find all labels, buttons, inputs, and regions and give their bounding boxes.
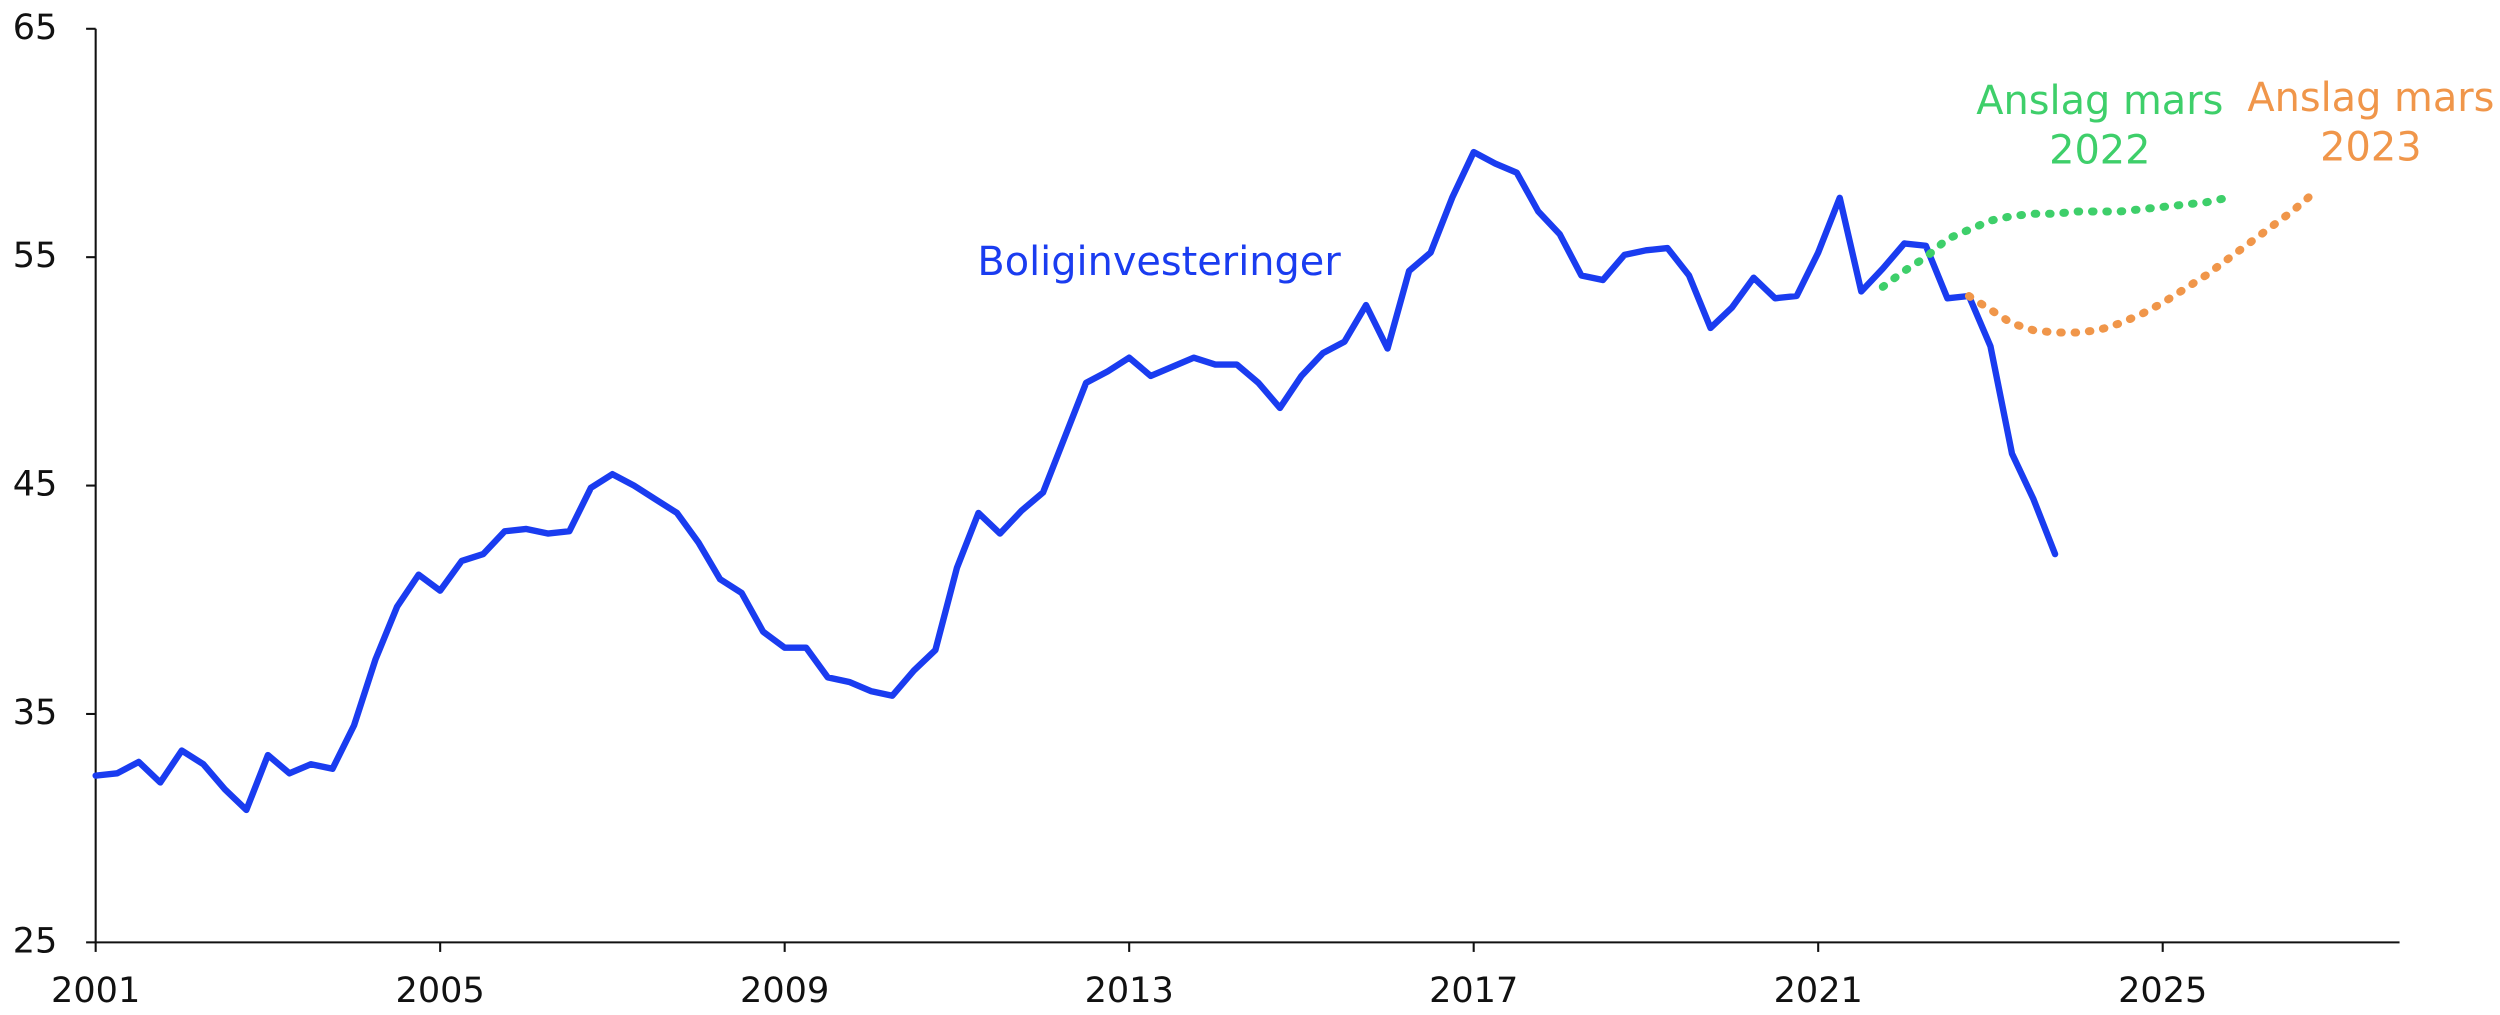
series-label: Boliginvesteringer [977, 239, 1341, 285]
x-tick-label: 2025 [2118, 970, 2207, 1011]
x-tick-label: 2021 [1774, 970, 1863, 1011]
data-line [1878, 193, 2232, 291]
y-tick-label: 35 [13, 692, 58, 733]
x-tick-label: 2017 [1429, 970, 1518, 1011]
y-tick-label: 55 [13, 235, 58, 276]
series-label: 2022 [2049, 128, 2150, 174]
series-label: 2023 [2320, 124, 2421, 170]
series-label: Anslag mars [1976, 78, 2223, 124]
x-tick-label: 2009 [740, 970, 829, 1011]
y-tick-label: 45 [13, 464, 58, 505]
data-line [92, 148, 2059, 814]
data-line [1964, 189, 2318, 337]
x-tick-label: 2013 [1085, 970, 1174, 1011]
x-tick-label: 2001 [51, 970, 140, 1011]
y-tick-label: 25 [13, 920, 58, 961]
y-tick-label: 65 [13, 7, 58, 48]
series-label: Anslag mars [2247, 75, 2494, 121]
x-tick-label: 2005 [396, 970, 485, 1011]
